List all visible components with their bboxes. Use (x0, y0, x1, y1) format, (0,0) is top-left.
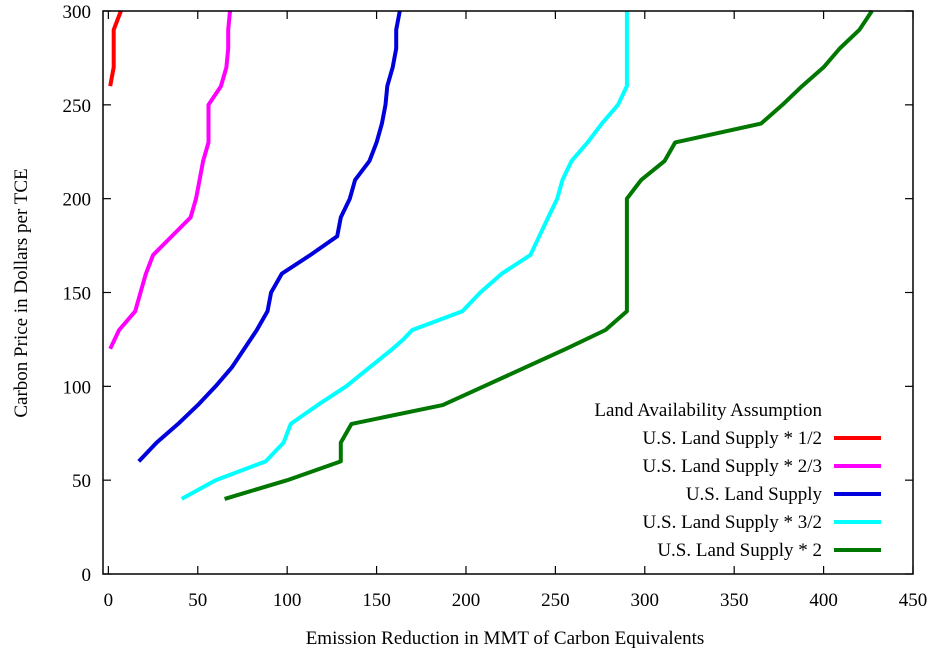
y-tick-label: 150 (63, 284, 92, 305)
x-tick-label: 300 (631, 590, 660, 611)
series-line-3 (137, 10, 402, 463)
x-tick-label: 250 (541, 590, 570, 611)
x-tick-label: 100 (273, 590, 302, 611)
y-tick-label: 200 (63, 190, 92, 211)
y-tick-label: 0 (82, 565, 92, 586)
x-tick-label: 150 (362, 590, 391, 611)
x-axis-title: Emission Reduction in MMT of Carbon Equi… (306, 628, 705, 649)
series-line-4 (180, 11, 629, 501)
y-tick-label: 100 (63, 377, 92, 398)
y-tick-label: 300 (63, 2, 92, 23)
legend-label: U.S. Land Supply * 2/3 (643, 456, 822, 477)
x-tick-label: 400 (809, 590, 838, 611)
legend: Land Availability Assumption U.S. Land S… (594, 400, 881, 561)
x-tick-label: 350 (720, 590, 749, 611)
legend-label: U.S. Land Supply (686, 484, 823, 505)
series-line-1 (108, 10, 123, 87)
x-tick-label: 450 (899, 590, 928, 611)
legend-label: U.S. Land Supply * 1/2 (643, 428, 822, 449)
legend-label: U.S. Land Supply * 3/2 (643, 512, 822, 533)
series-layer (108, 9, 874, 501)
legend-title: Land Availability Assumption (594, 400, 822, 421)
y-tick-label: 250 (63, 96, 92, 117)
y-tick-label: 50 (72, 471, 91, 492)
series-line-5 (224, 9, 874, 501)
x-tick-label: 200 (452, 590, 481, 611)
legend-label: U.S. Land Supply * 2 (657, 540, 822, 561)
x-tick-label: 0 (104, 590, 114, 611)
y-axis-title: Carbon Price in Dollars per TCE (11, 168, 32, 417)
ticks-layer: 0 50 100 150 200 250 300 350 400 450 0 50 100 150 200 2… (63, 2, 928, 611)
series-line-2 (108, 10, 232, 350)
x-tick-label: 50 (188, 590, 207, 611)
